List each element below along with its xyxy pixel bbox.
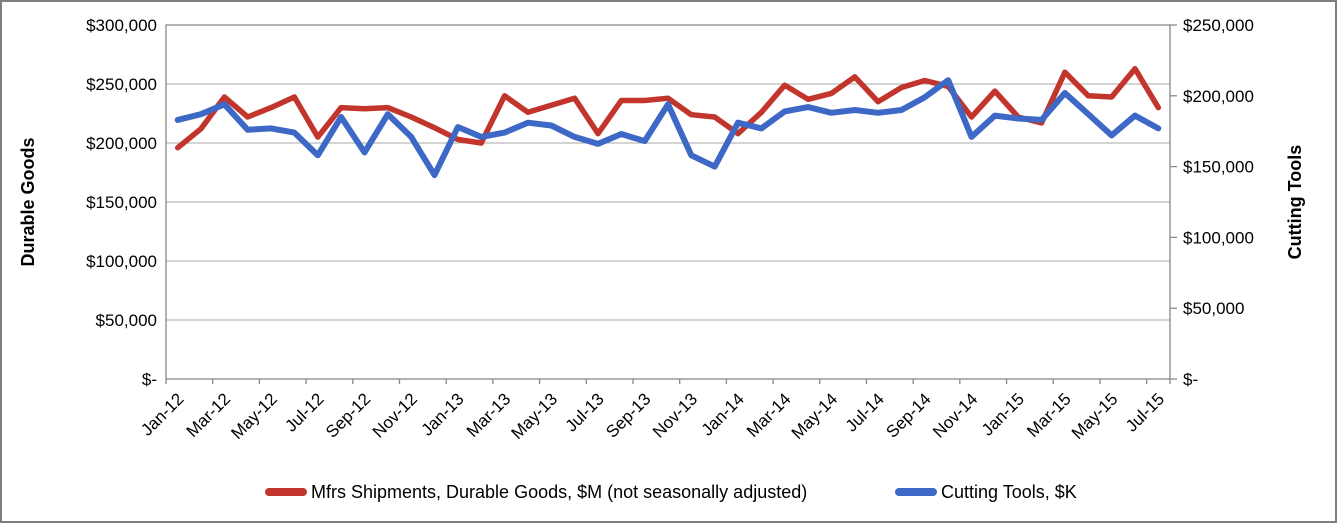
x-axis-tick-label: Sep-12 (322, 389, 374, 441)
x-axis-tick-label: Jul-15 (1122, 389, 1168, 435)
x-axis-tick-label: Mar-12 (183, 389, 235, 441)
cutting-tools-line-swatch (895, 488, 937, 496)
right-axis-tick-label: $- (1183, 370, 1198, 389)
x-axis-tick-label: Sep-13 (602, 389, 654, 441)
x-axis-tick-label: May-15 (1068, 389, 1122, 443)
x-axis-tick-label: Sep-14 (882, 389, 934, 441)
x-axis-tick-label: May-14 (788, 389, 842, 443)
cutting-tools-line (174, 77, 1162, 179)
x-axis-tick-label: Jul-13 (562, 389, 608, 435)
legend-item-durable-goods: Mfrs Shipments, Durable Goods, $M (not s… (265, 479, 807, 505)
right-axis-tick-label: $250,000 (1183, 16, 1254, 35)
x-axis-tick-label: Jul-12 (281, 389, 327, 435)
x-axis-tick-label: May-12 (227, 389, 281, 443)
left-axis-tick-label: $300,000 (86, 16, 157, 35)
x-axis-tick-label: Mar-15 (1023, 389, 1075, 441)
left-axis-tick-label: $250,000 (86, 75, 157, 94)
left-axis-tick-label: $200,000 (86, 134, 157, 153)
legend-item-cutting-tools: Cutting Tools, $K (895, 479, 1077, 505)
right-axis-tick-label: $100,000 (1183, 228, 1254, 247)
plot-border (165, 24, 1171, 380)
x-axis-tick-label: Jan-15 (978, 389, 1028, 439)
x-axis-tick-label: Jan-14 (698, 389, 748, 439)
right-axis-tick-label: $150,000 (1183, 158, 1254, 177)
x-axis-tick-label: Nov-13 (649, 389, 701, 441)
left-axis-tick-label: $150,000 (86, 193, 157, 212)
x-axis-tick-label: Jan-12 (137, 389, 187, 439)
durable-goods-line-swatch (265, 488, 307, 496)
x-axis-tick-label: Jan-13 (417, 389, 467, 439)
x-axis-tick-label: Mar-13 (463, 389, 515, 441)
x-axis-tick-label: Mar-14 (743, 389, 795, 441)
left-axis-tick-label: $- (142, 370, 157, 389)
x-axis-tick-label: Nov-12 (369, 389, 421, 441)
right-axis-title: Cutting Tools (1285, 145, 1305, 260)
left-axis-tick-label: $100,000 (86, 252, 157, 271)
legend-label-cutting-tools: Cutting Tools, $K (941, 481, 1077, 502)
right-axis-tick-label: $50,000 (1183, 299, 1244, 318)
x-axis-tick-label: Nov-14 (929, 389, 981, 441)
right-axis-tick-label: $200,000 (1183, 87, 1254, 106)
x-axis-tick-label: May-13 (508, 389, 562, 443)
chart-legend: Mfrs Shipments, Durable Goods, $M (not s… (2, 479, 1335, 505)
left-axis-tick-label: $50,000 (96, 311, 157, 330)
x-axis-tick-label: Jul-14 (842, 389, 888, 435)
left-axis-title: Durable Goods (18, 137, 38, 266)
legend-label-durable-goods: Mfrs Shipments, Durable Goods, $M (not s… (311, 481, 808, 502)
durable-goods-line (174, 65, 1162, 151)
